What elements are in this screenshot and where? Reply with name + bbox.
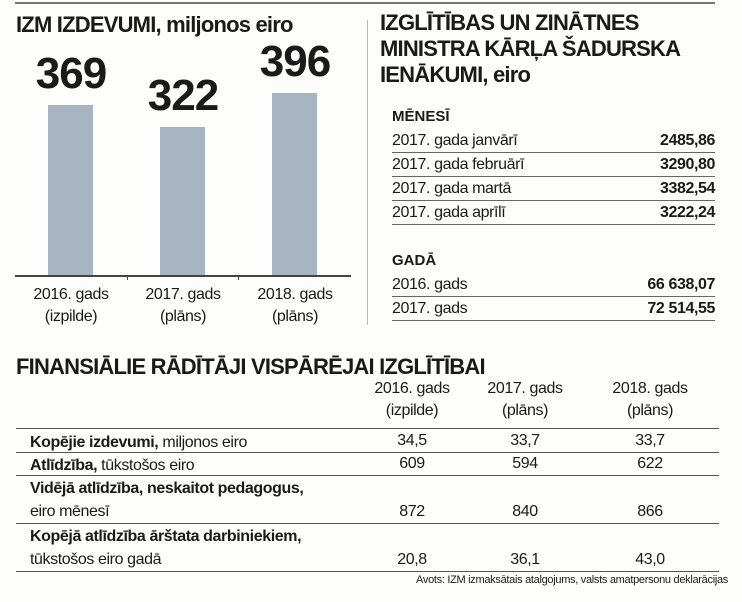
row-rule [16,452,719,453]
divider [367,20,368,325]
table-cell: 609 [399,455,425,472]
table-cell: 866 [637,503,663,520]
category-line: (plāns) [271,308,319,325]
header-line: (izpilde) [385,402,439,419]
row-label: 2017. gads [392,300,468,317]
source-note: Avots: IZM izmaksātais atalgojums, valst… [416,574,728,586]
row-label: 2017. gada martā [392,180,512,197]
label-bold: Kopējie izdevumi, [30,434,159,451]
income-row: 2017. gada janvārī 2485,86 [392,129,715,153]
income-row: 2017. gada martā 3382,54 [392,177,715,201]
label-rest: tūkstošos eiro [97,457,195,474]
minister-title: IZGLĪTĪBAS UN ZINĀTNES MINISTRA KĀRĻA ŠA… [380,10,681,88]
table-cell: 20,8 [397,551,427,568]
table-cell: 33,7 [510,432,540,449]
title-line: MINISTRA KĀRĻA ŠADURSKA [380,36,681,61]
label-bold: Atlīdzība, [30,457,98,474]
income-row: 2017. gada aprīlī 3222,24 [392,201,715,225]
header-rule [16,428,719,429]
row-label: 2016. gads [392,276,468,293]
bar [160,126,205,275]
table-cell: 36,1 [510,551,540,568]
income-row: 2017. gads 72 514,55 [392,297,715,321]
row-value: 3290,80 [659,156,715,173]
row-label: 2017. gada aprīlī [392,204,506,221]
table-cell: 840 [512,503,538,520]
x-tick [238,275,239,280]
bar [48,105,93,275]
table-title: FINANSIĀLIE RĀDĪTĀJI VISPĀRĒJAI IZGLĪTĪB… [16,354,486,379]
column-header: 2017. gads (plāns) [465,378,585,422]
title-line: IENĀKUMI, eiro [380,62,531,87]
category-line: (izpilde) [44,308,98,325]
column-header: 2018. gads (plāns) [590,378,710,422]
table-cell: 594 [512,455,538,472]
bar-value-label: 396 [259,36,331,86]
column-header: 2016. gads (izpilde) [352,378,472,422]
table-row-label: Kopējie izdevumi, miljonos eiro [30,431,247,454]
bar-value-label: 369 [35,49,107,99]
yearly-heading: GADĀ [392,252,437,269]
income-row: 2017. gada februārī 3290,80 [392,153,715,177]
table-row-label: Kopējā atlīdzība ārštata darbiniekiem, tū… [30,525,302,571]
row-value: 3382,54 [659,180,715,197]
row-value: 72 514,55 [647,300,715,317]
category-line: 2018. gads [257,286,333,303]
category-line: (plāns) [159,308,207,325]
top-rule [15,2,715,4]
table-cell: 33,7 [635,432,665,449]
label-rest: miljonos eiro [158,434,248,451]
label-line2: eiro mēnesī [30,503,110,520]
row-rule [16,475,719,476]
category-line: 2016. gads [33,286,109,303]
x-axis [15,275,351,277]
table-cell: 43,0 [635,551,665,568]
label-line2: tūkstošos eiro gadā [30,551,162,568]
label-bold: Vidējā atlīdzība, neskaitot pedagogus, [30,480,304,497]
table-cell: 622 [637,455,663,472]
label-bold: Kopējā atlīdzība ārštata darbiniekiem, [30,528,302,545]
category-label: 2017. gads (plāns) [128,284,238,328]
header-line: 2017. gads [487,380,563,397]
category-line: 2017. gads [145,286,221,303]
row-value: 66 638,07 [647,276,715,293]
monthly-heading: MĒNESĪ [392,108,450,125]
table-cell: 34,5 [397,432,427,449]
chart-title: IZM IZDEVUMI, miljonos eiro [16,12,293,37]
row-value: 2485,86 [659,132,715,149]
bar [272,92,317,275]
row-label: 2017. gada februārī [392,156,525,173]
header-line: 2016. gads [374,380,450,397]
category-label: 2018. gads (plāns) [240,284,350,328]
header-line: (plāns) [626,402,674,419]
category-label: 2016. gads (izpilde) [16,284,126,328]
table-row-label: Atlīdzība, tūkstošos eiro [30,454,195,477]
x-tick [127,275,128,280]
table-cell: 872 [399,503,425,520]
bar-value-label: 322 [147,70,219,120]
header-line: 2018. gads [612,380,688,397]
row-label: 2017. gada janvārī [392,132,518,149]
table-row-label: Vidējā atlīdzība, neskaitot pedagogus, ei… [30,477,304,523]
row-value: 3222,24 [659,204,715,221]
header-line: (plāns) [501,402,549,419]
income-row: 2016. gads 66 638,07 [392,273,715,297]
row-rule [16,523,719,524]
title-line: IZGLĪTĪBAS UN ZINĀTNES [380,10,639,35]
row-rule [16,571,719,572]
